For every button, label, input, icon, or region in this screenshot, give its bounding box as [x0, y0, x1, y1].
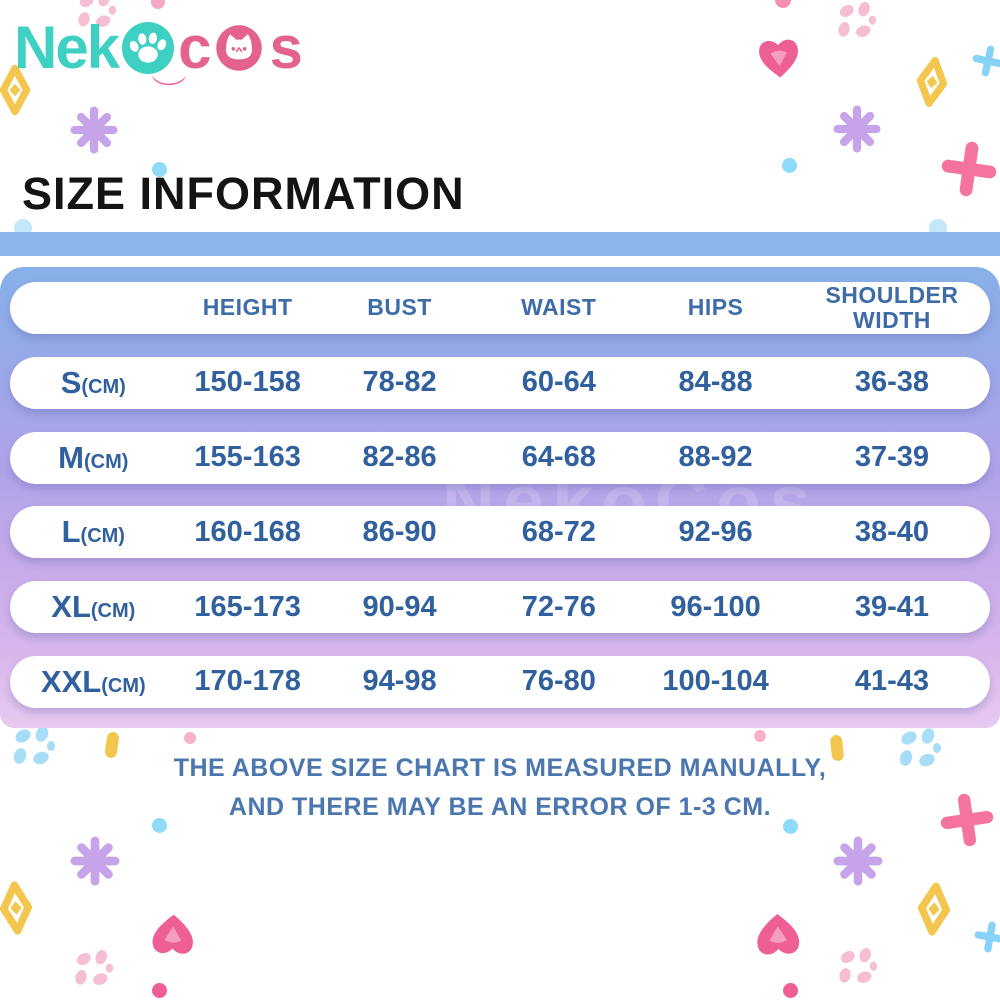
value-cell: 160-168	[194, 515, 301, 548]
value-cell: 38-40	[854, 515, 930, 548]
value-cell: 37-39	[854, 441, 930, 474]
size-label: XL(CM)	[10, 589, 177, 625]
size-table: NekoCos HEIGHT BUST WAIST HIPS SHOULDER WIDT…	[0, 267, 1000, 728]
flower-icon	[70, 948, 114, 992]
dot-decoration	[152, 983, 167, 998]
value-cell: 94-98	[362, 665, 437, 698]
size-letter: S	[60, 364, 82, 400]
sparkle-diamond-icon	[910, 51, 954, 113]
size-letter: XL	[51, 589, 91, 625]
flower-icon	[834, 946, 878, 990]
dot-decoration	[775, 0, 791, 8]
brand-logo: Nek c s	[14, 14, 303, 81]
value-cell: 78-82	[362, 366, 437, 399]
header-cell: WAIST	[521, 294, 597, 321]
value-cell: 88-92	[678, 441, 753, 474]
value-cell: 72-76	[521, 590, 596, 623]
note-line-2: AND THERE MAY BE AN ERROR OF 1-3 CM.	[228, 792, 772, 821]
size-row-s: S(CM) 150-158 78-82 60-64 84-88 36-38	[10, 356, 990, 409]
note-line-1: THE ABOVE SIZE CHART IS MEASURED MANUALL…	[173, 754, 827, 782]
sparkle-diamond-icon	[912, 876, 955, 941]
value-cell: 155-163	[194, 441, 301, 474]
size-letter: M	[58, 439, 84, 475]
plus-sparkle-icon	[969, 42, 1000, 80]
value-cell: 36-38	[854, 366, 930, 399]
value-cell: 170-178	[194, 665, 301, 698]
logo-text-s: s	[269, 14, 302, 81]
size-label: M(CM)	[10, 440, 177, 476]
paw-circle-icon	[122, 22, 174, 74]
size-label: L(CM)	[10, 514, 177, 550]
asterisk-flower-icon	[70, 836, 120, 886]
value-cell: 90-94	[362, 590, 437, 623]
table-header-row: HEIGHT BUST WAIST HIPS SHOULDER WIDTH	[10, 282, 990, 334]
header-cell: SHOULDER WIDTH	[825, 281, 959, 333]
sparkle-diamond-icon	[0, 877, 37, 940]
value-cell: 41-43	[854, 665, 930, 698]
size-letter: XXL	[40, 663, 102, 699]
heart-icon	[751, 30, 807, 86]
size-unit: (CM)	[90, 600, 136, 623]
value-cell: 100-104	[662, 665, 769, 698]
value-cell: 96-100	[670, 590, 761, 623]
value-cell: 150-158	[194, 366, 301, 399]
size-label: S(CM)	[10, 365, 177, 401]
value-cell: 60-64	[521, 366, 596, 399]
size-unit: (CM)	[101, 674, 146, 697]
header-cell: HIPS	[687, 294, 744, 321]
header-cell: BUST	[367, 294, 432, 321]
size-letter: L	[61, 514, 81, 550]
dot-decoration	[151, 0, 165, 9]
size-row-xl: XL(CM) 165-173 90-94 72-76 96-100 39-41	[10, 581, 990, 634]
plus-sparkle-icon	[971, 918, 1000, 955]
heart-icon	[145, 907, 201, 963]
value-cell: 39-41	[854, 590, 930, 623]
value-cell: 165-173	[194, 590, 301, 623]
size-row-l: L(CM) 160-168 86-90 68-72 92-96 38-40	[10, 506, 990, 559]
cross-sparkle-icon	[937, 137, 1000, 200]
asterisk-flower-icon	[70, 106, 118, 154]
measurement-note: THE ABOVE SIZE CHART IS MEASURED MANUALL…	[0, 749, 1000, 827]
size-unit: (CM)	[83, 450, 129, 473]
size-label: XXL(CM)	[10, 664, 177, 700]
value-cell: 76-80	[521, 665, 596, 698]
value-cell: 64-68	[521, 441, 596, 474]
value-cell: 86-90	[362, 515, 437, 548]
page-title: SIZE INFORMATION	[22, 168, 465, 219]
heart-icon	[749, 906, 807, 964]
dot-decoration	[184, 732, 196, 744]
header-cell: HEIGHT	[202, 294, 293, 321]
value-cell: 68-72	[521, 515, 596, 548]
value-cell: 82-86	[362, 441, 437, 474]
size-row-m: M(CM) 155-163 82-86 64-68 88-92 37-39	[10, 431, 990, 484]
logo-text-nek: Nek	[14, 14, 120, 81]
flower-icon	[833, 0, 877, 44]
logo-text-c: c	[178, 14, 211, 81]
size-unit: (CM)	[80, 525, 125, 548]
asterisk-flower-icon	[833, 836, 883, 886]
dot-decoration	[783, 983, 798, 998]
divider-strip	[0, 232, 1000, 256]
size-row-xxl: XXL(CM) 170-178 94-98 76-80 100-104 41-43	[10, 655, 990, 708]
value-cell: 92-96	[678, 515, 753, 548]
size-unit: (CM)	[81, 375, 126, 398]
dot-decoration	[754, 730, 766, 742]
value-cell: 84-88	[678, 366, 753, 399]
asterisk-flower-icon	[833, 105, 881, 153]
cat-face-icon	[213, 22, 265, 74]
dot-decoration	[782, 158, 797, 173]
